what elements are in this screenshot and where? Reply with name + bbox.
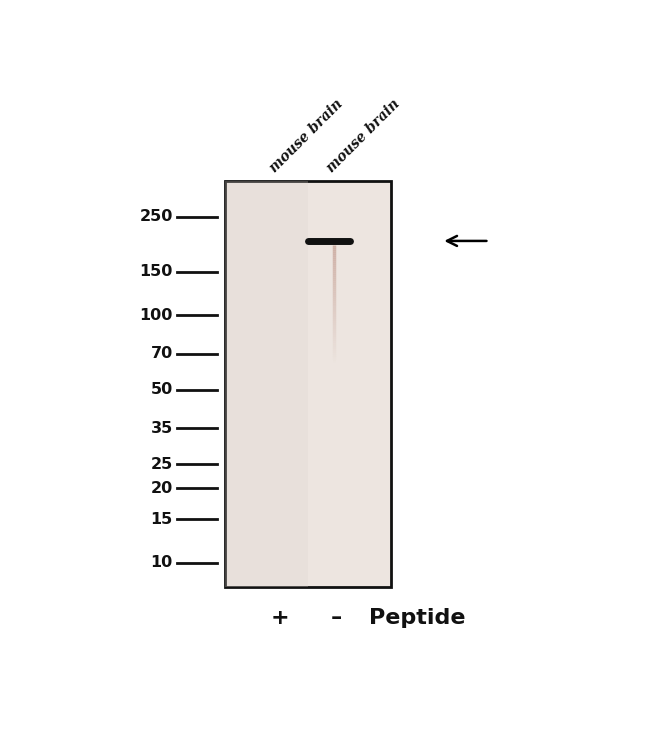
Bar (225, 181, 391, 586)
Text: –: – (331, 608, 342, 627)
Text: 25: 25 (151, 457, 173, 471)
Text: mouse brain: mouse brain (267, 97, 346, 175)
Bar (225, 181, 308, 586)
Text: 150: 150 (140, 264, 173, 280)
Text: 15: 15 (151, 512, 173, 526)
Text: 100: 100 (140, 308, 173, 323)
Text: 50: 50 (151, 382, 173, 397)
Text: mouse brain: mouse brain (324, 97, 402, 175)
Text: Peptide: Peptide (369, 608, 465, 627)
Text: +: + (270, 608, 289, 627)
Text: 250: 250 (140, 209, 173, 225)
Text: 20: 20 (151, 481, 173, 496)
Text: 35: 35 (151, 421, 173, 436)
Text: 70: 70 (151, 346, 173, 361)
Text: 10: 10 (151, 555, 173, 570)
